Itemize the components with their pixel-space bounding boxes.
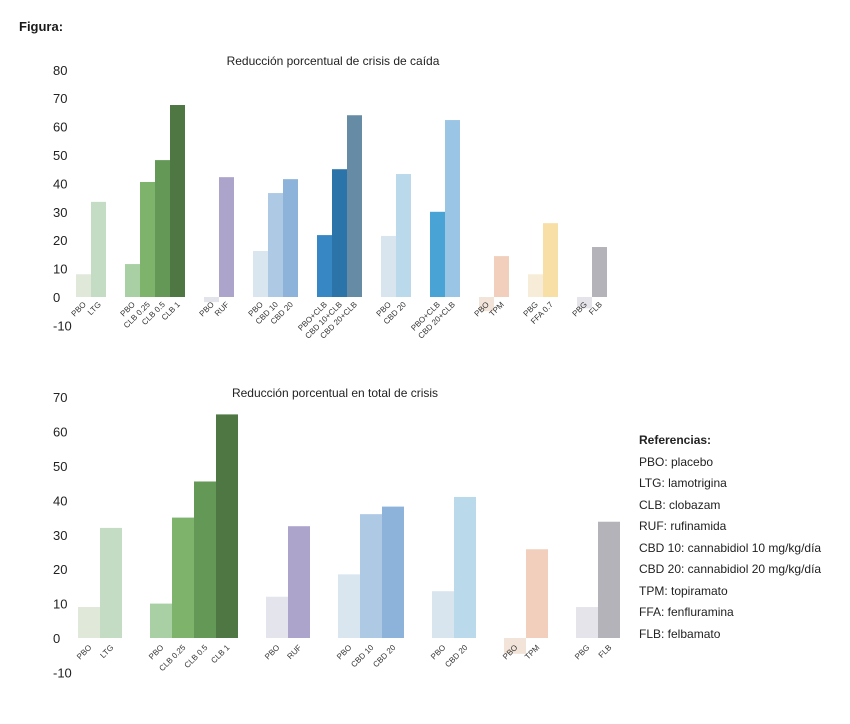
bar [598,521,620,638]
bars-total-seizures [78,414,620,654]
y-tick-label: 30 [53,205,67,220]
bar [479,297,494,312]
x-tick-label: PBO [75,643,93,661]
bar [381,235,396,297]
bar [445,120,460,298]
bar [494,256,509,297]
legend-item: PBO: placebo [639,454,714,469]
x-tick-label: PBO [335,643,353,661]
bar [382,506,404,638]
bar [283,179,298,297]
legend-title: Referencias: [639,433,712,447]
bar [430,211,445,297]
bar [78,607,100,638]
y-tick-label: 50 [53,148,67,163]
y-tick-label: -10 [53,318,72,333]
legend-item: CLB: clobazam [639,497,721,512]
bar [360,514,382,638]
y-tick-label: -10 [53,665,72,680]
bar [432,591,454,638]
bar [150,603,172,638]
y-axis-drop-seizures: 80 70 60 50 40 30 20 10 0 -10 [53,63,72,334]
legend-item: LTG: lamotrigina [639,476,727,490]
x-tick-label: PBO [147,643,165,661]
x-tick-label: PBG [573,643,591,661]
bar [526,549,548,638]
x-tick-label: PBO [429,643,447,661]
y-tick-label: 50 [53,459,67,474]
y-tick-label: 20 [53,562,67,577]
chart-title-drop-seizures: Reducción porcentual de crisis de caída [227,54,440,68]
bar [577,297,592,309]
bar [76,274,91,297]
x-tick-label: PBO [70,300,88,318]
bar [528,274,543,297]
y-tick-label: 40 [53,176,67,191]
legend-item: FFA: fenfluramina [639,605,734,619]
bar [454,496,476,638]
legend-item: TPM: topiramato [639,583,728,598]
y-tick-label: 60 [53,425,67,440]
bar [592,247,607,297]
x-tick-label: PBO [198,300,216,318]
x-tick-label: CBD 10 [349,643,376,670]
bar [140,181,155,297]
y-tick-label: 0 [53,290,60,305]
x-tick-label: CBD 20 [443,643,470,670]
bar [194,481,216,638]
bar [204,297,219,303]
bar [576,607,598,638]
y-tick-label: 40 [53,493,67,508]
legend-item: CBD 10: cannabidiol 10 mg/kg/día [639,540,822,555]
figure-label: Figura: [19,19,64,34]
y-tick-label: 70 [53,91,67,106]
bar [100,527,122,638]
x-tick-label: CLB 0.5 [183,643,210,670]
bar [338,574,360,638]
x-tick-label: CBD 20 [371,643,398,670]
bar [332,169,347,297]
x-tick-label: RUF [285,643,303,661]
y-tick-label: 60 [53,120,67,135]
y-tick-label: 70 [53,390,67,405]
legend-item: FLB: felbamato [639,626,721,641]
bars-drop-seizures [76,105,607,312]
y-tick-label: 10 [53,262,67,277]
x-tick-label: PBO [263,643,281,661]
y-tick-label: 30 [53,528,67,543]
x-tick-label: LTG [98,643,115,660]
chart-title-total-seizures: Reducción porcentual en total de crisis [232,386,438,400]
legend-item: CBD 20: cannabidiol 20 mg/kg/día [639,562,822,576]
x-tick-label: LTG [86,300,103,317]
y-tick-label: 20 [53,233,67,248]
bar [317,235,332,297]
bar [216,414,238,638]
legend: Referencias: PBO: placebo LTG: lamotrigi… [639,430,821,645]
x-tick-label: CLB 1 [209,643,231,665]
bar [253,250,268,297]
bar [125,264,140,297]
bar [288,526,310,638]
bar [172,517,194,638]
bar [91,201,106,297]
bar [268,193,283,297]
x-tick-label: RUF [213,300,231,318]
y-tick-label: 0 [53,631,60,646]
bar [219,177,234,297]
bar [170,105,185,298]
bar [347,115,362,298]
bar [504,638,526,654]
y-axis-total-seizures: 70 60 50 40 30 20 10 0 -10 [53,390,72,680]
y-tick-label: 10 [53,597,67,612]
bar [155,160,170,297]
bar [396,174,411,297]
bar [266,596,288,638]
x-tick-label: FLB [597,643,614,660]
y-tick-label: 80 [53,63,67,78]
bar [543,223,558,297]
legend-item: RUF: rufinamida [639,519,727,533]
